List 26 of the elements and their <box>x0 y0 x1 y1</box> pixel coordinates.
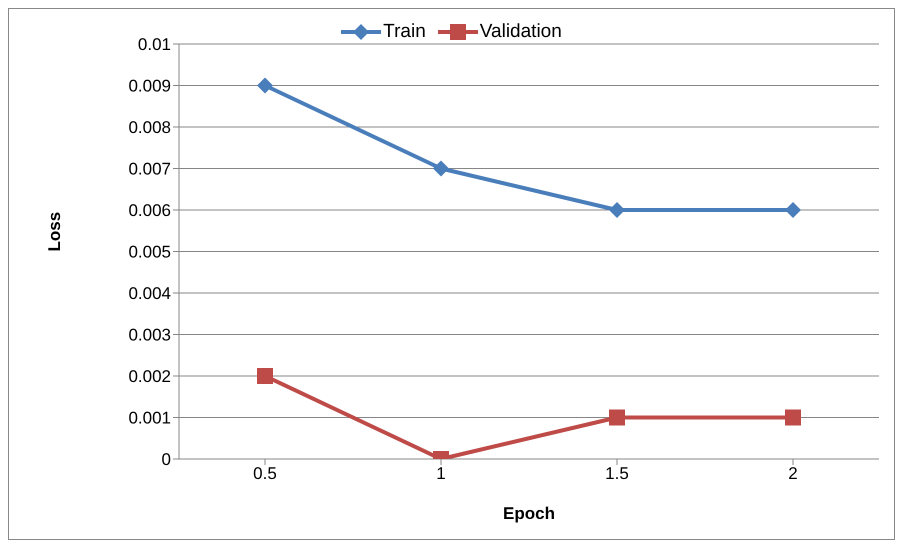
x-tick-label: 1 <box>436 464 446 484</box>
point <box>257 78 273 94</box>
y-tick-label: 0.001 <box>128 408 171 428</box>
y-tick-label: 0.008 <box>128 118 171 138</box>
point <box>785 202 801 218</box>
point <box>609 202 625 218</box>
legend-label: Train <box>383 21 426 43</box>
y-tick-label: 0.009 <box>128 76 171 96</box>
y-tick-label: 0.004 <box>128 284 171 304</box>
y-tick-label: 0.003 <box>128 326 171 345</box>
y-axis-title: Loss <box>45 212 64 252</box>
x-axis-title: Epoch <box>503 504 555 523</box>
x-tick-label: 2 <box>788 464 798 484</box>
legend-label: Validation <box>480 21 562 43</box>
y-tick-label: 0 <box>162 450 171 470</box>
point <box>609 410 625 426</box>
point <box>785 410 801 426</box>
y-tick-label: 0.006 <box>128 201 171 220</box>
x-tick-label: 1.5 <box>605 464 629 484</box>
y-tick-label: 0.005 <box>128 242 171 262</box>
y-tick-label: 0.01 <box>138 35 171 54</box>
y-tick-label: 0.002 <box>128 367 171 386</box>
point <box>257 368 273 384</box>
x-tick-label: 0.5 <box>253 464 277 484</box>
point <box>433 160 449 176</box>
y-tick-label: 0.007 <box>128 160 171 179</box>
